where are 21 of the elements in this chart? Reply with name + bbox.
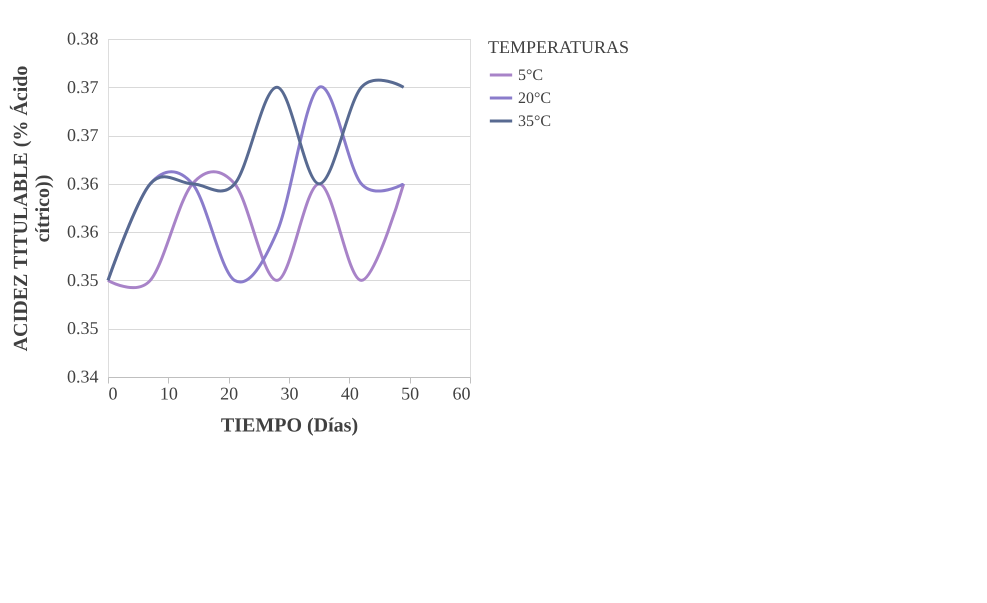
x-tick-label: 60 xyxy=(452,384,470,404)
x-tick-label: 30 xyxy=(280,384,298,404)
y-tick-label: 0.36 xyxy=(67,222,98,242)
legend-label: 5°C xyxy=(518,67,544,84)
x-tick-label: 10 xyxy=(160,384,178,404)
y-tick-label: 0.35 xyxy=(67,270,98,290)
y-tick-label: 0.37 xyxy=(67,125,98,146)
x-tick-label: 20 xyxy=(220,384,238,404)
x-tick-label: 40 xyxy=(340,384,359,404)
y-tick-label: 0.37 xyxy=(67,76,98,97)
x-tick-label: 0 xyxy=(108,384,118,404)
legend-label: 35°C xyxy=(518,113,552,130)
y-tick-label: 0.38 xyxy=(67,28,98,48)
x-axis-title: TIEMPO (Días) xyxy=(220,414,358,436)
legend-label: 20°C xyxy=(518,90,552,107)
y-tick-label: 0.35 xyxy=(67,318,98,338)
y-tick-label: 0.36 xyxy=(67,173,98,194)
x-tick-label: 50 xyxy=(401,384,420,404)
y-axis-title: ACIDEZ TITULABLE (% Ácido cítrico)) xyxy=(9,66,54,352)
y-tick-label: 0.34 xyxy=(67,366,98,386)
legend-title: TEMPERATURAS xyxy=(488,37,630,57)
